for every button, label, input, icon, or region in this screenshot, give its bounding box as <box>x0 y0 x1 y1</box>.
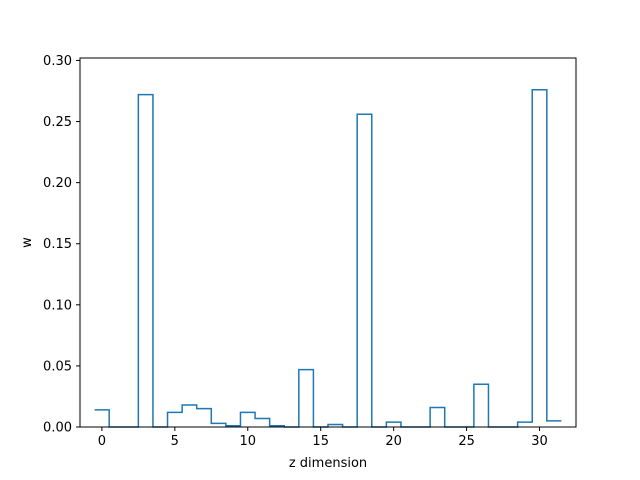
y-tick-label: 0.10 <box>43 298 72 313</box>
x-tick-label: 10 <box>239 434 256 449</box>
y-tick-label: 0.00 <box>43 421 72 436</box>
x-tick-label: 15 <box>312 434 329 449</box>
x-tick-label: 25 <box>458 434 475 449</box>
y-tick-label: 0.25 <box>43 115 72 130</box>
axes-frame <box>79 57 577 428</box>
x-axis-label: z dimension <box>289 456 367 471</box>
y-axis-label: w <box>20 237 35 248</box>
y-axis: 0.00 0.05 0.10 0.15 0.20 0.25 0.30 <box>43 54 80 436</box>
y-tick-label: 0.05 <box>43 359 72 374</box>
x-axis: 0 5 10 15 20 25 30 <box>98 427 548 449</box>
x-tick-label: 5 <box>171 434 179 449</box>
x-tick-label: 30 <box>531 434 548 449</box>
y-tick-label: 0.20 <box>43 176 72 191</box>
x-tick-label: 20 <box>385 434 402 449</box>
x-tick-label: 0 <box>98 434 106 449</box>
y-tick-label: 0.15 <box>43 237 72 252</box>
y-tick-label: 0.30 <box>43 54 72 69</box>
